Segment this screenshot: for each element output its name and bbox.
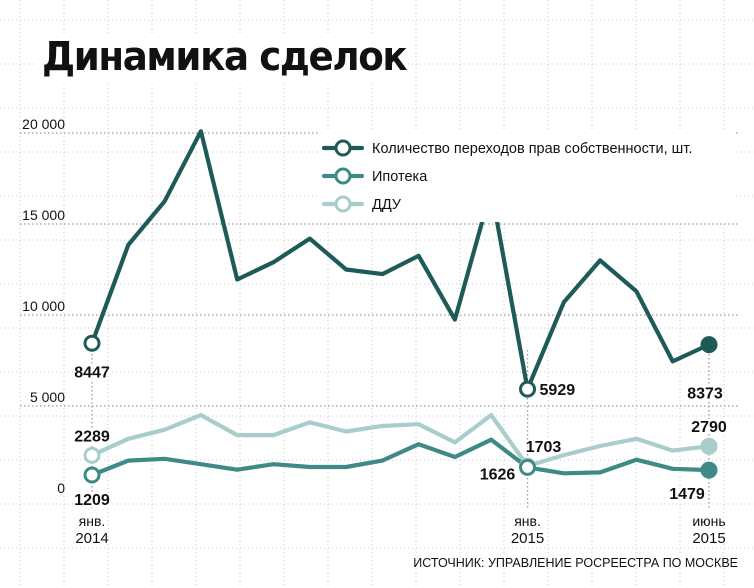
- x-tick-month: янв.: [79, 513, 106, 529]
- legend-marker-mortgage: [334, 167, 352, 185]
- data-labels: 8447 5929 8373 2289 1703 2790 1209 1626 1479: [72, 362, 729, 511]
- series-line-deals: [89, 129, 712, 392]
- x-tick-year: 2014: [75, 530, 108, 547]
- source-note: ИСТОЧНИК: УПРАВЛЕНИЕ РОСРЕЕСТРА ПО МОСКВ…: [413, 556, 738, 570]
- chart-title: Динамика сделок: [42, 34, 408, 80]
- legend-label-deals: Количество переходов прав собственности,…: [372, 141, 692, 157]
- y-tick-label: 15 000: [22, 207, 65, 223]
- marker-mortgage: [700, 461, 718, 479]
- legend-marker-ddu: [334, 195, 352, 213]
- data-label: 2790: [691, 419, 727, 436]
- legend-marker-deals: [334, 139, 352, 157]
- marker-deals: [519, 380, 537, 398]
- title-backdrop: [36, 36, 376, 84]
- legend-label-ddu: ДДУ: [372, 197, 402, 213]
- marker-ddu: [83, 446, 101, 464]
- marker-deals: [83, 334, 101, 352]
- marker-ddu: [700, 437, 718, 455]
- data-label: 1479: [669, 486, 705, 503]
- series-line-ddu: [89, 413, 712, 469]
- y-tick-label: 10 000: [22, 298, 65, 314]
- series-line-mortgage: [89, 437, 712, 478]
- y-axis-ticks: 0 5 000 10 000 15 000 20 000: [22, 116, 65, 496]
- marker-mortgage: [519, 458, 537, 476]
- marker-mortgage: [83, 466, 101, 484]
- data-label: 1209: [74, 492, 110, 509]
- x-tick-year: 2015: [511, 530, 544, 547]
- y-tick-label: 5 000: [30, 389, 65, 405]
- data-label: 5929: [540, 382, 576, 399]
- data-label: 1703: [526, 439, 562, 456]
- x-tick-year: 2015: [692, 530, 725, 547]
- y-tick-label: 20 000: [22, 116, 65, 132]
- data-label: 2289: [74, 428, 110, 445]
- legend-label-mortgage: Ипотека: [372, 169, 428, 185]
- series-markers: [83, 334, 718, 484]
- data-label: 8447: [74, 364, 110, 381]
- x-tick-month: июнь: [692, 513, 725, 529]
- y-tick-label: 0: [57, 480, 65, 496]
- marker-deals: [700, 336, 718, 354]
- legend: Количество переходов прав собственности,…: [318, 132, 736, 222]
- series-lines: [89, 129, 712, 478]
- data-label: 1626: [480, 466, 516, 483]
- x-tick-month: янв.: [514, 513, 541, 529]
- data-label: 8373: [687, 386, 723, 403]
- legend-backdrop: [318, 132, 736, 222]
